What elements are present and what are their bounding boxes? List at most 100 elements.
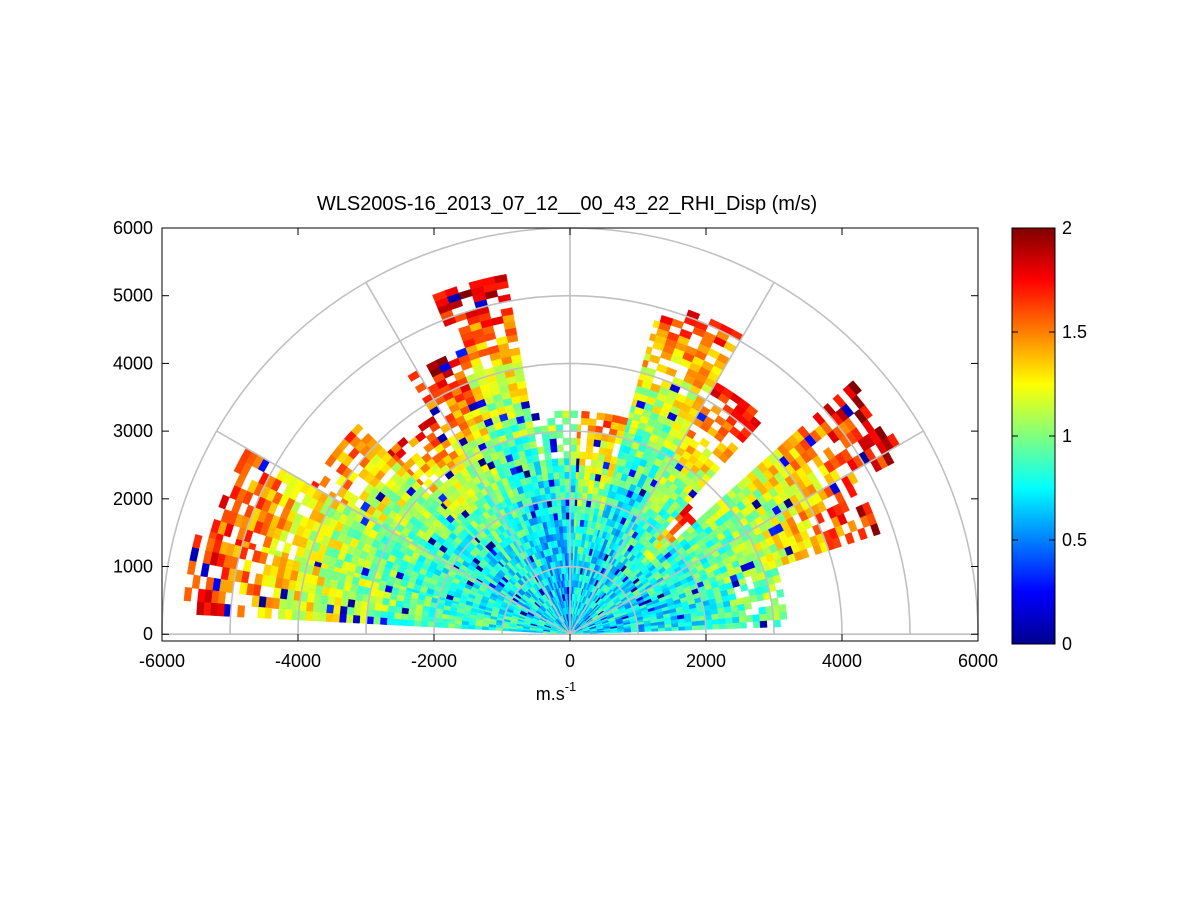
data-cell bbox=[727, 442, 739, 454]
data-cell bbox=[583, 465, 591, 474]
data-cell bbox=[712, 623, 720, 630]
data-cell bbox=[553, 478, 560, 487]
data-cell bbox=[239, 582, 248, 595]
y-tick-label: 2000 bbox=[113, 489, 153, 509]
data-cell bbox=[574, 505, 578, 513]
data-cell bbox=[352, 615, 361, 624]
data-cell bbox=[587, 486, 594, 495]
data-cell bbox=[591, 452, 599, 461]
data-cell bbox=[569, 410, 579, 418]
data-cell bbox=[603, 413, 614, 422]
data-cell bbox=[325, 612, 334, 623]
data-cell bbox=[380, 610, 389, 619]
data-cell bbox=[725, 616, 734, 624]
data-cell bbox=[588, 418, 597, 427]
data-cell bbox=[576, 491, 583, 500]
data-cell bbox=[372, 616, 381, 625]
y-tick-label: 0 bbox=[143, 624, 153, 644]
data-cell bbox=[554, 485, 561, 494]
data-cell bbox=[711, 618, 720, 625]
data-cell bbox=[563, 457, 571, 466]
data-cell bbox=[304, 610, 313, 622]
data-cell bbox=[440, 622, 449, 629]
data-cell bbox=[575, 519, 581, 527]
x-tick-label: 2000 bbox=[686, 651, 726, 671]
data-cell bbox=[574, 539, 579, 547]
colorbar: 0 0.5 1 1.5 2 bbox=[1011, 218, 1087, 654]
data-cell bbox=[576, 424, 582, 432]
data-cell bbox=[575, 458, 580, 466]
data-cell bbox=[738, 615, 747, 623]
data-cell bbox=[574, 532, 580, 541]
data-cell bbox=[582, 485, 589, 494]
data-cell bbox=[407, 614, 416, 621]
data-cell bbox=[874, 425, 888, 441]
data-cell bbox=[325, 604, 335, 614]
data-cell bbox=[562, 417, 571, 425]
data-cell bbox=[586, 438, 595, 447]
data-cell bbox=[822, 446, 836, 461]
data-cell bbox=[585, 451, 593, 460]
data-cell bbox=[347, 599, 356, 609]
colorbar-tick-label: 1.5 bbox=[1062, 322, 1087, 342]
data-cell bbox=[407, 608, 416, 616]
data-cell bbox=[556, 444, 564, 453]
data-cell bbox=[441, 618, 449, 624]
data-cell bbox=[319, 603, 328, 614]
data-cell bbox=[216, 603, 225, 617]
data-cell bbox=[611, 414, 621, 424]
data-cell bbox=[333, 596, 342, 607]
data-cell bbox=[433, 622, 442, 628]
data-cell bbox=[576, 437, 581, 446]
data-cell bbox=[578, 464, 586, 473]
data-cell bbox=[432, 290, 447, 302]
data-cell bbox=[699, 437, 711, 449]
data-cell bbox=[575, 512, 581, 520]
data-cell bbox=[474, 625, 483, 630]
data-cell bbox=[718, 617, 727, 625]
data-cell bbox=[544, 452, 552, 461]
data-cell bbox=[272, 587, 282, 599]
data-cell bbox=[447, 623, 456, 629]
data-cell bbox=[558, 471, 565, 480]
data-cell bbox=[597, 453, 606, 462]
data-cell bbox=[718, 623, 727, 630]
data-cell bbox=[832, 393, 847, 409]
data-cell bbox=[547, 472, 554, 481]
data-cell bbox=[861, 501, 873, 516]
data-cell bbox=[339, 605, 348, 616]
data-cell bbox=[725, 622, 734, 630]
data-cell bbox=[758, 606, 767, 615]
data-cell bbox=[678, 625, 686, 631]
data-cell bbox=[569, 464, 577, 473]
data-cell bbox=[186, 560, 197, 576]
data-cell bbox=[579, 451, 587, 460]
data-cell bbox=[847, 519, 858, 533]
data-cell bbox=[581, 410, 590, 419]
data-cell bbox=[577, 471, 585, 480]
plot-area: -6000 -4000 -2000 0 2000 4000 6000 0 1000 2000 30… bbox=[113, 218, 998, 671]
data-cell bbox=[467, 625, 476, 630]
x-axis-label-exponent: -1 bbox=[565, 679, 577, 694]
data-cell bbox=[564, 478, 571, 486]
data-cell bbox=[575, 451, 580, 459]
data-cell bbox=[569, 437, 578, 446]
colorbar-ticks: 0 0.5 1 1.5 2 bbox=[1012, 218, 1087, 654]
data-cell bbox=[691, 625, 700, 631]
data-cell bbox=[576, 430, 581, 439]
data-cell bbox=[542, 438, 551, 447]
data-cell bbox=[543, 445, 552, 454]
data-cell bbox=[209, 602, 218, 617]
data-cell bbox=[311, 611, 320, 622]
colorbar-tick-label: 1 bbox=[1062, 426, 1072, 446]
data-cell bbox=[592, 439, 602, 448]
y-axis: 0 1000 2000 3000 4000 5000 6000 bbox=[113, 218, 978, 644]
data-cell bbox=[417, 420, 430, 432]
data-cell bbox=[380, 604, 389, 613]
data-cell bbox=[575, 464, 580, 473]
data-cell bbox=[257, 606, 266, 619]
data-cell bbox=[752, 620, 761, 629]
data-cell bbox=[501, 628, 510, 632]
data-cell bbox=[563, 451, 571, 459]
y-tick-label: 1000 bbox=[113, 557, 153, 577]
